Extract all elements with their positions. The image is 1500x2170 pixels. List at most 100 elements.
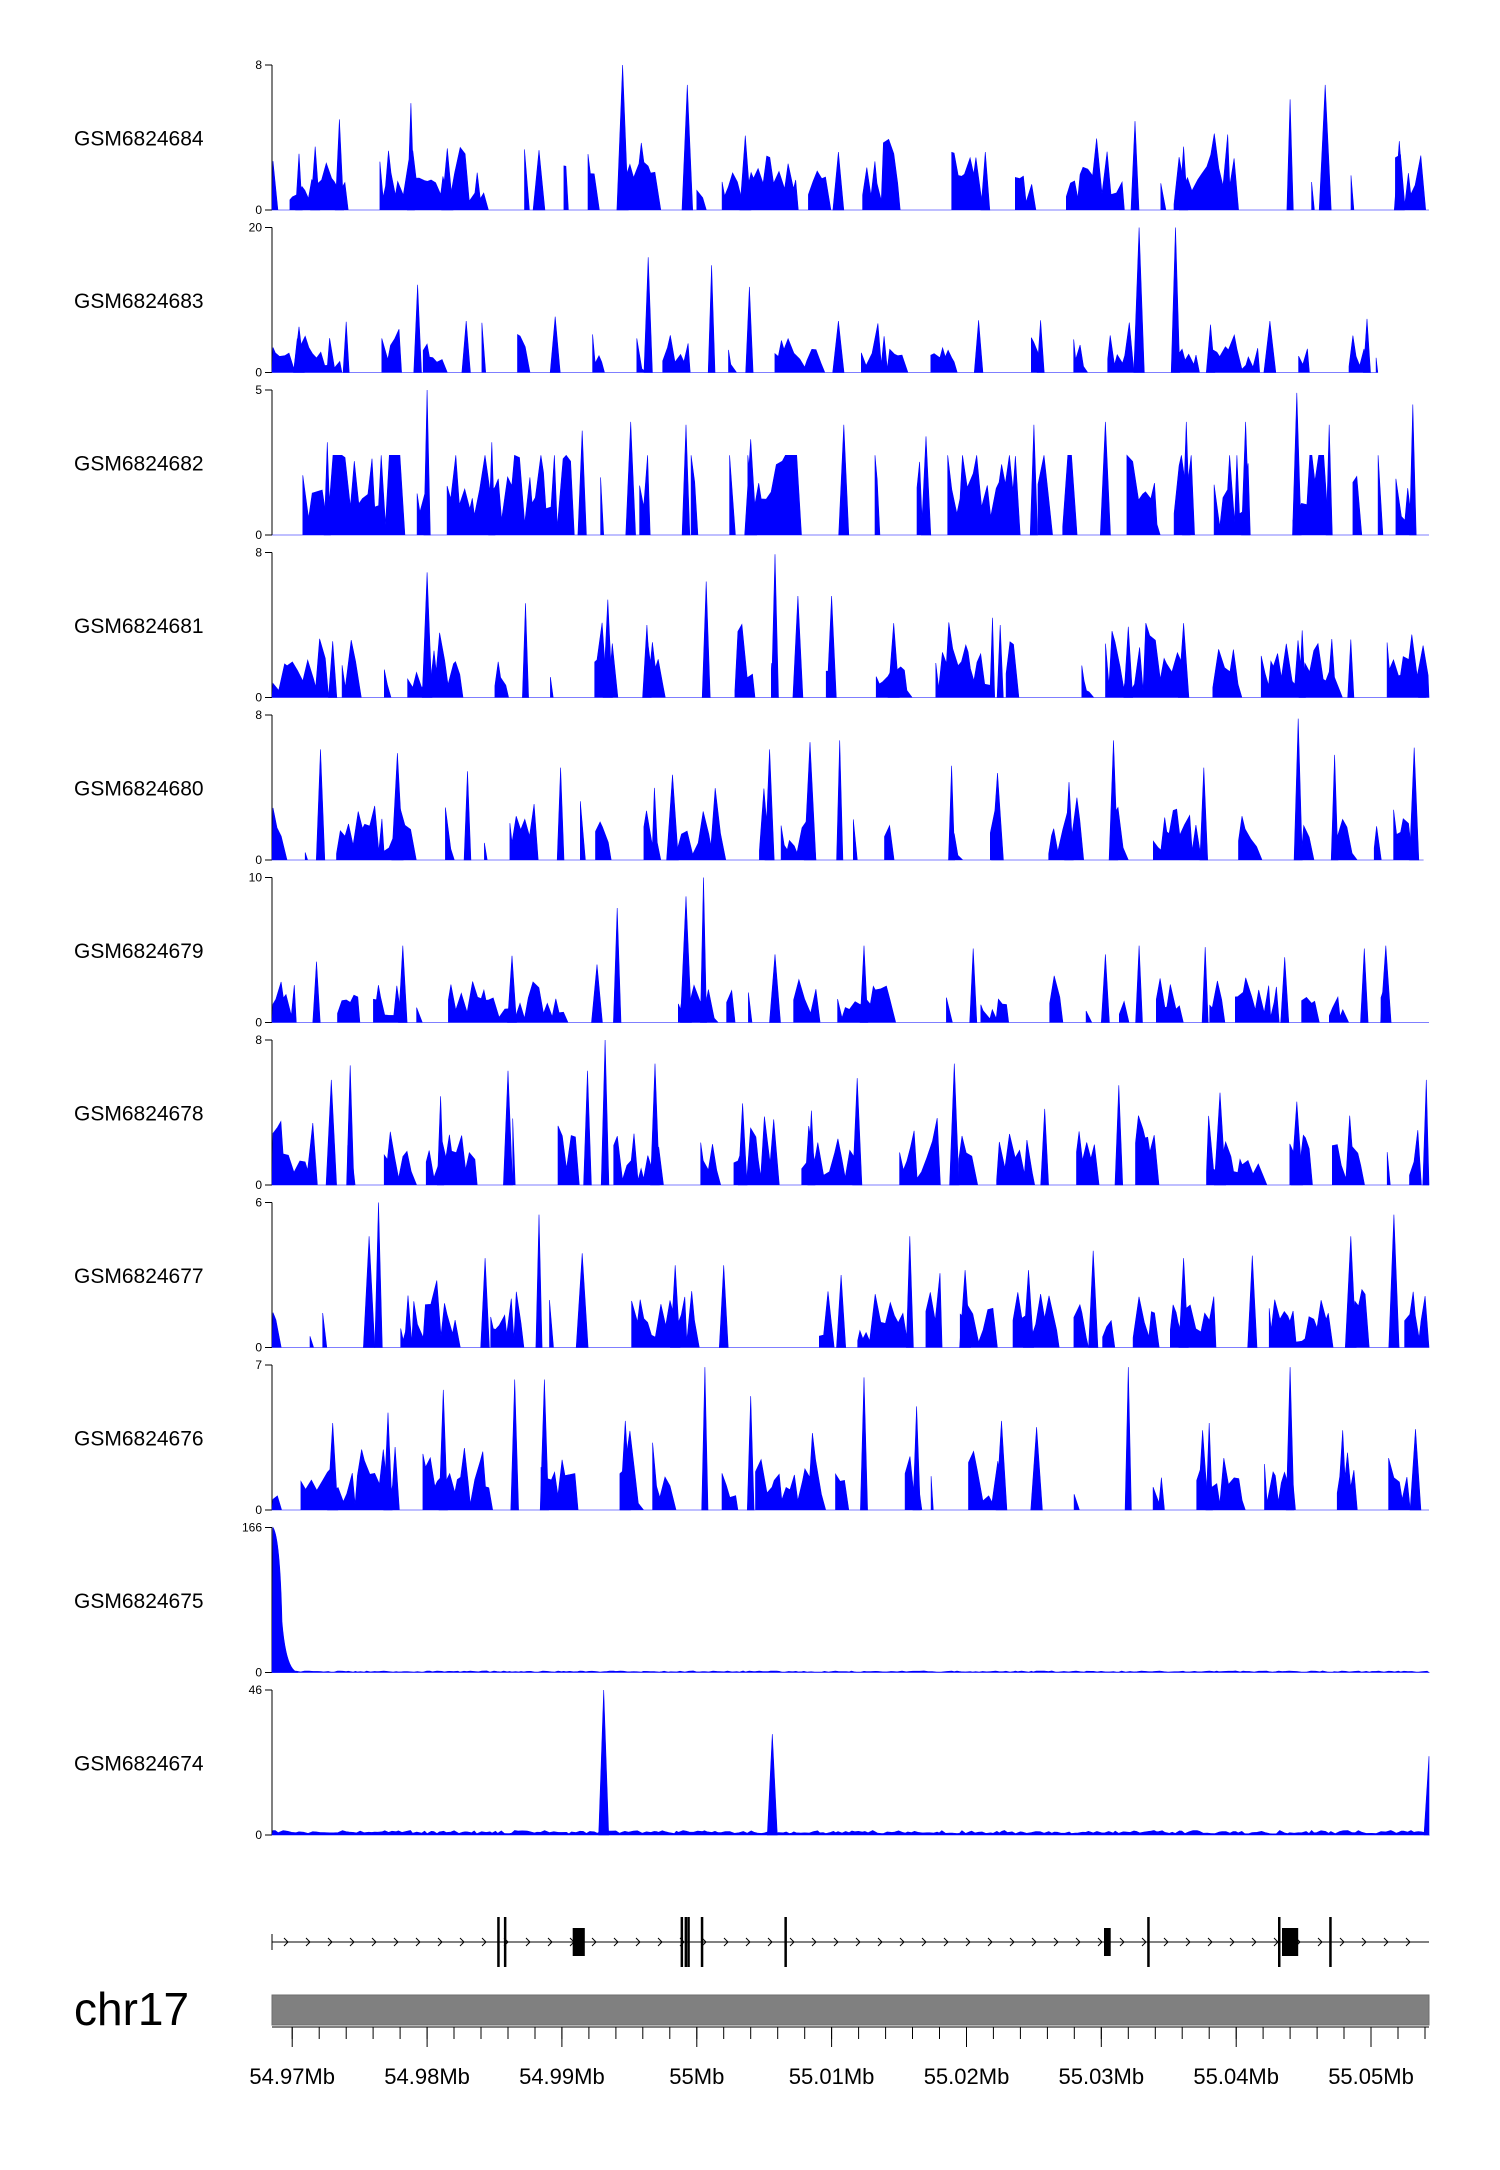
signal-peak <box>836 1274 847 1348</box>
signal-peak <box>1064 782 1074 861</box>
signal-peak <box>680 896 692 1023</box>
signal-peak <box>642 624 652 698</box>
signal-peak <box>650 1063 660 1186</box>
track-label: GSM6824674 <box>74 1753 204 1776</box>
signal-peak <box>949 1063 960 1186</box>
signal-area <box>271 322 1379 373</box>
signal-peak <box>619 1420 631 1511</box>
strand-arrow <box>613 1937 619 1947</box>
exon-block <box>1329 1917 1332 1967</box>
y-tick-label-min: 0 <box>255 1178 262 1192</box>
signal-peak <box>1393 141 1405 211</box>
signal-peak <box>577 430 587 536</box>
signal-peak <box>315 749 326 861</box>
signal-peak <box>583 1070 592 1186</box>
strand-arrow <box>371 1937 377 1947</box>
signal-peak <box>463 771 472 861</box>
y-tick-label-min: 0 <box>255 1828 262 1842</box>
x-tick-label: 55.03Mb <box>1058 2064 1144 2089</box>
x-tick-label: 55.02Mb <box>924 2064 1010 2089</box>
strand-arrow <box>437 1937 443 1947</box>
signal-peak <box>616 64 629 211</box>
signal-peak <box>1263 320 1277 373</box>
signal-peak <box>980 151 991 211</box>
signal-peak <box>535 1214 543 1348</box>
signal-peak <box>461 320 471 373</box>
strand-arrow <box>459 1937 465 1947</box>
signal-peak <box>1360 948 1369 1023</box>
signal-peak <box>413 284 422 373</box>
strand-arrow <box>1207 1937 1213 1947</box>
signal-peak <box>1292 392 1302 536</box>
signal-area <box>271 133 1429 211</box>
signal-area <box>271 1830 1430 1836</box>
signal-peak <box>920 436 932 536</box>
strand-arrow <box>723 1937 729 1947</box>
exon-block <box>1278 1917 1281 1967</box>
signal-peak <box>745 286 754 373</box>
strand-arrow <box>481 1937 487 1947</box>
signal-peak <box>1130 121 1140 211</box>
signal-peak <box>1178 1258 1189 1348</box>
y-tick-label-min: 0 <box>255 853 262 867</box>
y-tick-label-max: 8 <box>255 546 262 560</box>
track-GSM6824679: GSM6824679 10 0 <box>74 871 1429 1030</box>
signal-peak <box>860 1377 868 1511</box>
signal-peak <box>739 135 752 211</box>
y-tick-label-max: 20 <box>249 221 263 235</box>
signal-peak <box>328 641 338 698</box>
exon-block <box>503 1917 507 1967</box>
exon-block <box>497 1917 500 1967</box>
signal-peak <box>1286 99 1294 211</box>
signal-peak <box>600 1039 610 1186</box>
signal-peak <box>969 948 978 1023</box>
signal-tracks: GSM682468480GSM6824683200GSM682468250GSM… <box>74 58 1430 1842</box>
strand-arrow <box>327 1937 333 1947</box>
signal-peak <box>532 150 546 211</box>
signal-peak <box>996 624 1004 698</box>
track-GSM6824678: GSM6824678 8 0 <box>74 1033 1430 1192</box>
track-label: GSM6824682 <box>74 453 204 476</box>
track-label: GSM6824676 <box>74 1428 204 1451</box>
strand-arrow <box>833 1937 839 1947</box>
strand-arrow <box>1119 1937 1125 1947</box>
signal-area <box>271 617 1430 698</box>
strand-arrow <box>1053 1937 1059 1947</box>
signal-peak <box>1409 1429 1422 1511</box>
track-label: GSM6824678 <box>74 1103 204 1126</box>
signal-peak <box>1114 1085 1124 1186</box>
track-label: GSM6824681 <box>74 615 204 638</box>
signal-peak <box>1135 945 1143 1023</box>
signal-peak <box>441 148 454 211</box>
signal-peak <box>973 320 984 373</box>
y-tick-label-max: 6 <box>255 1196 262 1210</box>
y-tick-label-min: 0 <box>255 691 262 705</box>
signal-peak <box>591 964 603 1023</box>
signal-peak <box>423 389 431 536</box>
signal-peak <box>295 153 303 211</box>
signal-peak <box>1040 1108 1049 1186</box>
signal-peak <box>737 1103 748 1186</box>
y-tick-label-max: 8 <box>255 708 262 722</box>
strand-arrow <box>965 1937 971 1947</box>
strand-arrow <box>349 1937 355 1947</box>
exon-block <box>1104 1928 1111 1956</box>
strand-arrow <box>1251 1937 1257 1947</box>
x-tick-label: 54.99Mb <box>519 2064 605 2089</box>
x-tick-label: 54.98Mb <box>384 2064 470 2089</box>
signal-area <box>271 1670 1430 1673</box>
signal-peak <box>374 1202 383 1348</box>
track-GSM6824677: GSM6824677 6 0 <box>74 1196 1430 1355</box>
exon-block <box>700 1917 704 1967</box>
signal-peak <box>948 765 956 861</box>
signal-peak <box>912 1406 921 1511</box>
track-label: GSM6824679 <box>74 940 204 963</box>
signal-peak <box>887 623 900 698</box>
signal-peak <box>766 1734 778 1836</box>
y-tick-label-max: 166 <box>242 1521 262 1535</box>
track-GSM6824684: GSM6824684 8 0 <box>74 58 1429 217</box>
signal-peak <box>342 321 350 373</box>
signal-peak <box>1133 227 1145 373</box>
y-tick-label-max: 8 <box>255 58 262 72</box>
